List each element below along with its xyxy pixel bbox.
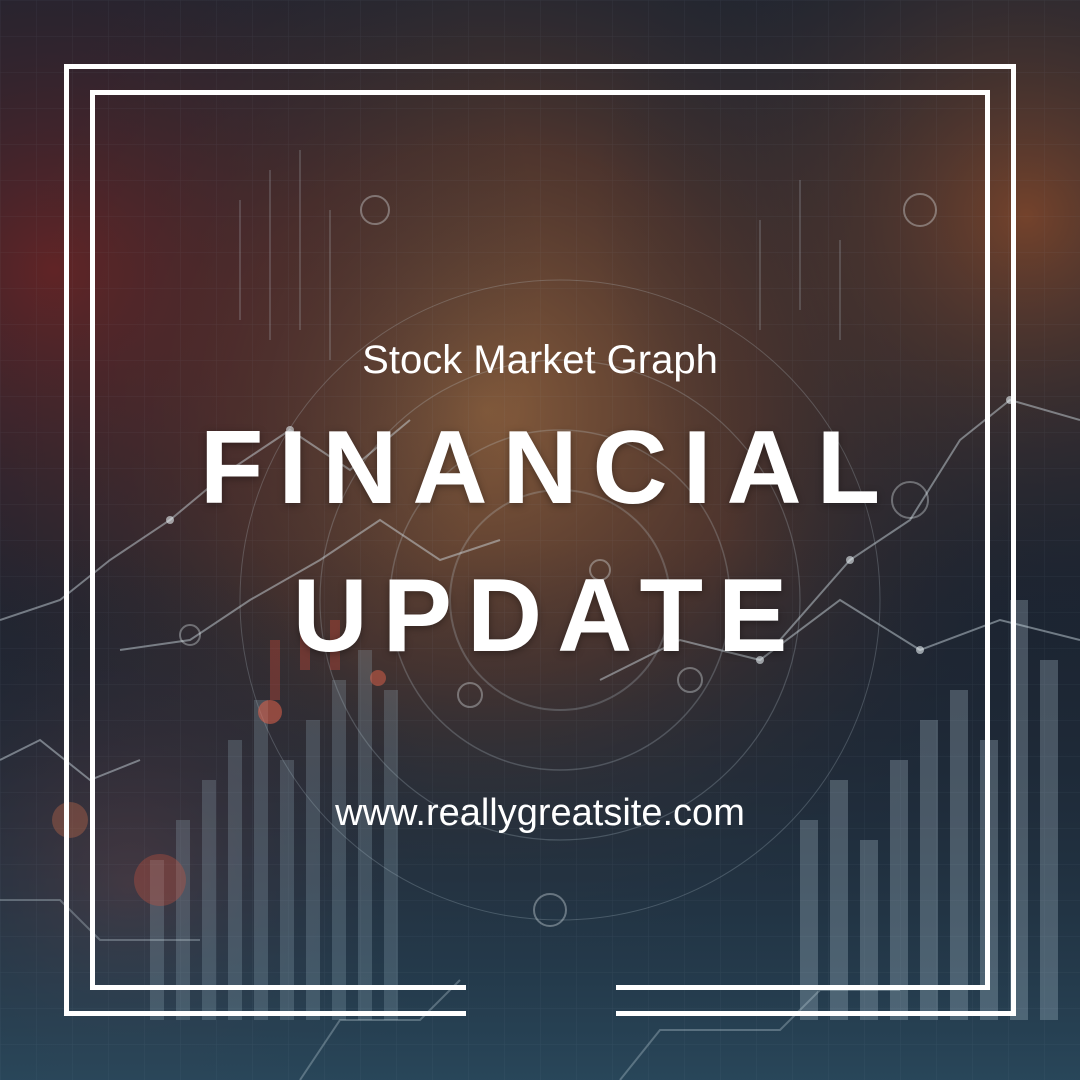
title-line-2: UPDATE [292,558,803,674]
frame-outer-left [64,64,69,1016]
frame-inner-left [90,90,95,990]
title-line-1: FINANCIAL [199,410,896,526]
frame-outer-right [1011,64,1016,1016]
frame-outer-bottom-right [616,1011,1016,1016]
frame-inner-top [90,90,990,95]
frame-inner-bottom-left [90,985,466,990]
frame-outer-top [64,64,1016,69]
frame-inner-bottom-right [616,985,990,990]
subtitle: Stock Market Graph [362,338,718,382]
frame-outer-bottom-left [64,1011,466,1016]
website-url[interactable]: www.reallygreatsite.com [335,792,745,834]
frame-inner-right [985,90,990,990]
